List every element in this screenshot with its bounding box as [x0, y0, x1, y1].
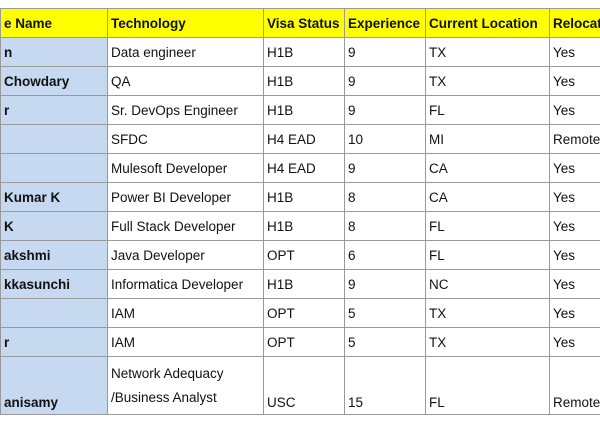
table-row: K Full Stack Developer H1B 8 FL Yes	[0, 211, 600, 241]
table-cell: IAM	[107, 298, 264, 328]
table-cell: Yes	[549, 240, 600, 270]
table-cell: H1B	[263, 37, 345, 67]
table-cell: H1B	[263, 269, 345, 299]
table-row: n Data engineer H1B 9 TX Yes	[0, 37, 600, 67]
table-cell: Yes	[549, 153, 600, 183]
table-cell: H1B	[263, 95, 345, 125]
table-cell: anisamy	[0, 356, 108, 415]
header-cell: Relocat	[549, 8, 600, 38]
table-row: SFDC H4 EAD 10 MI Remote	[0, 124, 600, 154]
table-row: kkasunchi Informatica Developer H1B 9 NC Yes	[0, 269, 600, 299]
table-cell: MI	[425, 124, 550, 154]
header-cell: e Name	[0, 8, 108, 38]
table-cell: kkasunchi	[0, 269, 108, 299]
table-cell: 15	[344, 356, 426, 415]
table-cell: FL	[425, 95, 550, 125]
table-cell: FL	[425, 211, 550, 241]
table-cell: H1B	[263, 182, 345, 212]
table-cell: Yes	[549, 95, 600, 125]
table-cell: 5	[344, 298, 426, 328]
header-cell: Experience	[344, 8, 426, 38]
empty-cell	[0, 124, 108, 154]
table-cell: n	[0, 37, 108, 67]
table-cell: Network Adequacy/Business Analyst	[107, 356, 264, 415]
table-cell: Sr. DevOps Engineer	[107, 95, 264, 125]
table-cell: TX	[425, 327, 550, 357]
table-cell: CA	[425, 153, 550, 183]
table-cell: 9	[344, 153, 426, 183]
table-cell: 9	[344, 37, 426, 67]
cell-line: Network Adequacy	[111, 365, 224, 381]
table-cell: Power BI Developer	[107, 182, 264, 212]
table-cell: TX	[425, 66, 550, 96]
table-cell: Yes	[549, 182, 600, 212]
table-cell: K	[0, 211, 108, 241]
table-cell: 10	[344, 124, 426, 154]
table-row: Chowdary QA H1B 9 TX Yes	[0, 66, 600, 96]
table-cell: 9	[344, 95, 426, 125]
header-cell: Visa Status	[263, 8, 345, 38]
table-cell: Remote	[549, 356, 600, 415]
table-cell: r	[0, 95, 108, 125]
table-cell: Data engineer	[107, 37, 264, 67]
table-cell: FL	[425, 240, 550, 270]
table-cell: USC	[263, 356, 345, 415]
table-row: akshmi Java Developer OPT 6 FL Yes	[0, 240, 600, 270]
table-cell: H4 EAD	[263, 124, 345, 154]
table-cell: Yes	[549, 37, 600, 67]
table-cell: OPT	[263, 298, 345, 328]
table-cell: 5	[344, 327, 426, 357]
cell-line: /Business Analyst	[111, 389, 217, 405]
candidate-table: e Name Technology Visa Status Experience Cur…	[0, 8, 600, 415]
table-cell: FL	[425, 356, 550, 415]
table-cell: 9	[344, 66, 426, 96]
table-row: Kumar K Power BI Developer H1B 8 CA Yes	[0, 182, 600, 212]
table-cell: TX	[425, 298, 550, 328]
table-cell: Yes	[549, 327, 600, 357]
table-cell: H4 EAD	[263, 153, 345, 183]
table-cell: Yes	[549, 66, 600, 96]
table-cell: Remote	[549, 124, 600, 154]
header-row: e Name Technology Visa Status Experience Cur…	[0, 8, 600, 38]
table-cell: Yes	[549, 298, 600, 328]
table-wrap: e Name Technology Visa Status Experience Cur…	[0, 8, 600, 415]
header-cell: Current Location	[425, 8, 550, 38]
table-cell: Yes	[549, 269, 600, 299]
table-cell: Mulesoft Developer	[107, 153, 264, 183]
table-cell: Java Developer	[107, 240, 264, 270]
header-cell: Technology	[107, 8, 264, 38]
table-row: IAM OPT 5 TX Yes	[0, 298, 600, 328]
table-cell: Yes	[549, 211, 600, 241]
table-row: r Sr. DevOps Engineer H1B 9 FL Yes	[0, 95, 600, 125]
table-cell: 6	[344, 240, 426, 270]
table-cell: H1B	[263, 211, 345, 241]
table-cell: OPT	[263, 327, 345, 357]
empty-cell	[0, 298, 108, 328]
table-cell: r	[0, 327, 108, 357]
table-cell: akshmi	[0, 240, 108, 270]
table-cell: Kumar K	[0, 182, 108, 212]
table-body: n Data engineer H1B 9 TX Yes Chowdary QA H1B 9 TX Y…	[0, 37, 600, 415]
table-cell: IAM	[107, 327, 264, 357]
table-row: r IAM OPT 5 TX Yes	[0, 327, 600, 357]
table-cell: 9	[344, 269, 426, 299]
table-row: anisamy Network Adequacy/Business Analyst…	[0, 356, 600, 415]
table-cell: OPT	[263, 240, 345, 270]
table-cell: Full Stack Developer	[107, 211, 264, 241]
table-cell: H1B	[263, 66, 345, 96]
table-cell: 8	[344, 211, 426, 241]
table-cell: TX	[425, 37, 550, 67]
table-cell: 8	[344, 182, 426, 212]
table-cell: Chowdary	[0, 66, 108, 96]
empty-cell	[0, 153, 108, 183]
table-cell: SFDC	[107, 124, 264, 154]
table-cell: CA	[425, 182, 550, 212]
table-cell: NC	[425, 269, 550, 299]
table-cell: Informatica Developer	[107, 269, 264, 299]
table-row: Mulesoft Developer H4 EAD 9 CA Yes	[0, 153, 600, 183]
table-cell: QA	[107, 66, 264, 96]
